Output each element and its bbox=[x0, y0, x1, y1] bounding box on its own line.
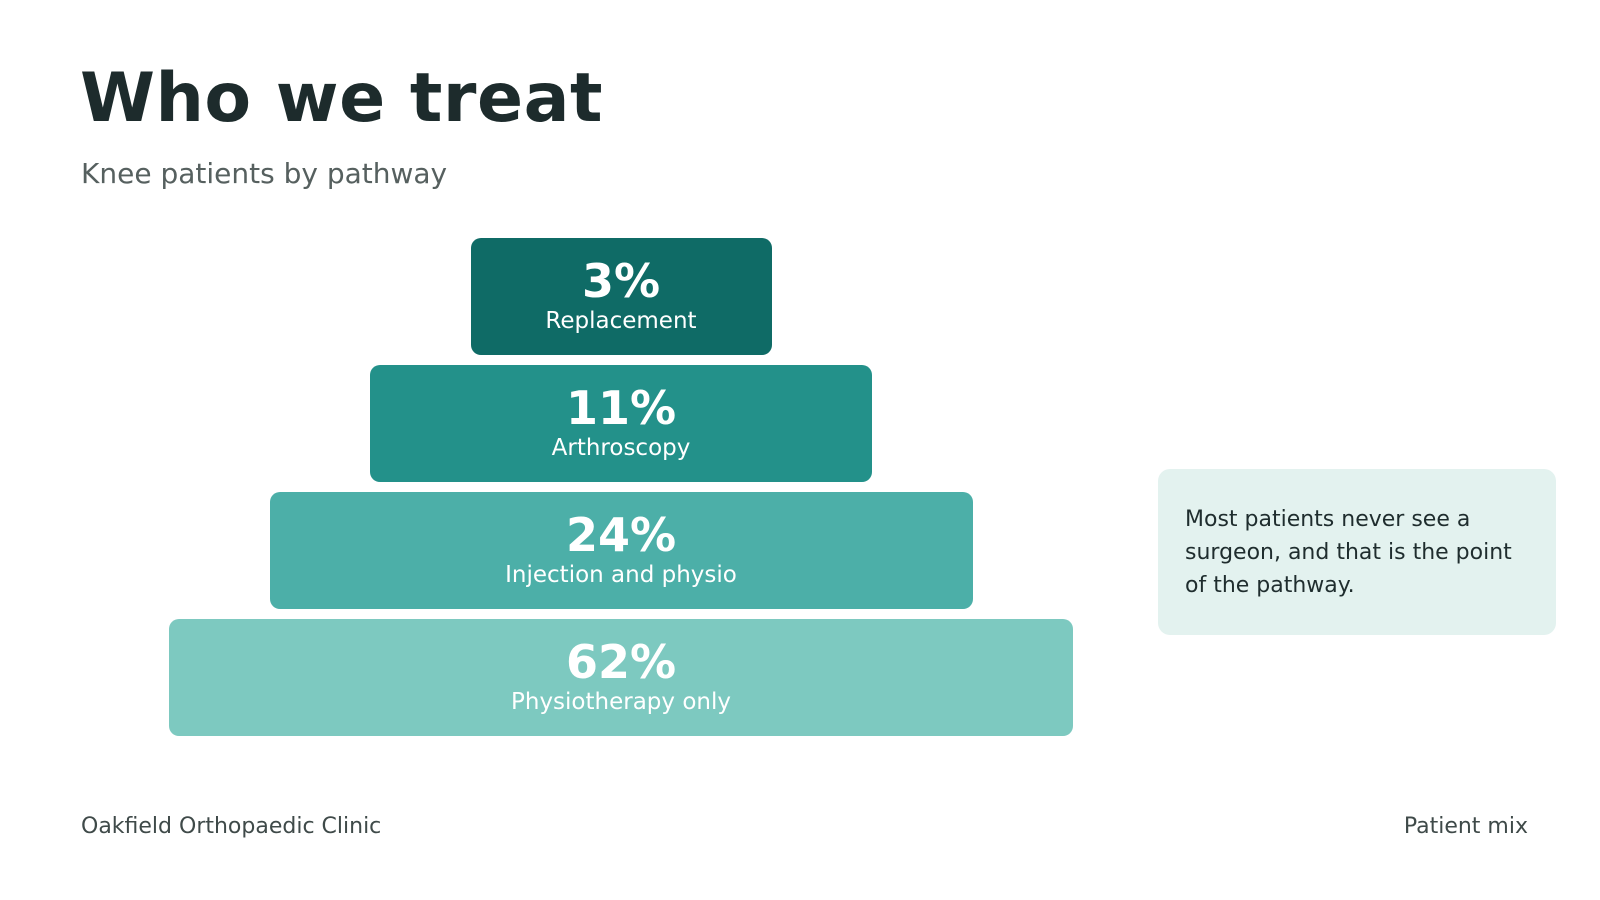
tier-category-label: Physiotherapy only bbox=[511, 689, 731, 716]
footer-clinic-name: Oakfield Orthopaedic Clinic bbox=[81, 814, 382, 839]
tier-value-label: 24% bbox=[565, 507, 677, 562]
callout-box: Most patients never see a surgeon, and t… bbox=[1158, 469, 1556, 635]
pyramid-tier: 62% Physiotherapy only bbox=[169, 619, 1073, 736]
tier-category-label: Replacement bbox=[545, 308, 697, 335]
callout-text: Most patients never see a surgeon, and t… bbox=[1185, 507, 1512, 598]
pyramid-tier: 24% Injection and physio bbox=[269, 492, 973, 609]
tier-value-label: 62% bbox=[565, 634, 677, 689]
pyramid-tier: 11% Arthroscopy bbox=[370, 365, 872, 482]
pyramid-tier: 3% Replacement bbox=[470, 238, 772, 355]
tier-category-label: Arthroscopy bbox=[551, 435, 691, 462]
tier-value-label: 11% bbox=[565, 380, 677, 435]
tier-category-label: Injection and physio bbox=[505, 562, 737, 589]
tier-value-label: 3% bbox=[581, 253, 661, 308]
page-subtitle: Knee patients by pathway bbox=[81, 157, 448, 190]
footer-section-label: Patient mix bbox=[1403, 814, 1528, 839]
page-title: Who we treat bbox=[80, 59, 603, 138]
